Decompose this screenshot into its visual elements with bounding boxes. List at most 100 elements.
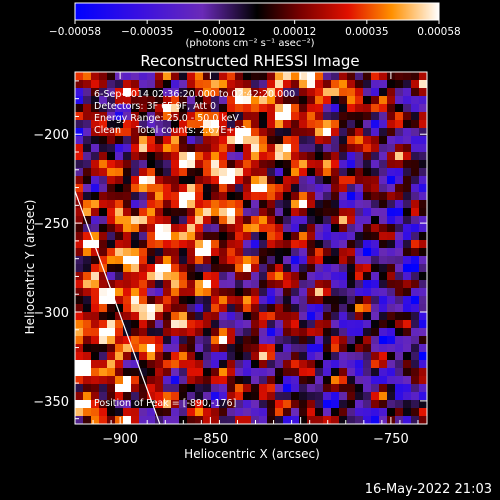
- heatmap-cell: [195, 184, 204, 193]
- heatmap-cell: [315, 200, 324, 209]
- heatmap-cell: [219, 96, 228, 105]
- heatmap-cell: [291, 368, 300, 377]
- heatmap-cell: [155, 184, 164, 193]
- heatmap-cell: [339, 208, 348, 217]
- heatmap-cell: [171, 408, 180, 417]
- heatmap-cell: [235, 408, 244, 417]
- heatmap-cell: [299, 120, 308, 129]
- heatmap-cell: [155, 176, 164, 185]
- heatmap-cell: [419, 152, 427, 161]
- heatmap-cell: [107, 384, 116, 393]
- heatmap-cell: [91, 288, 100, 297]
- heatmap-cell: [107, 304, 116, 313]
- heatmap-cell: [355, 416, 364, 424]
- heatmap-cell: [275, 360, 284, 369]
- heatmap-cell: [251, 72, 260, 81]
- heatmap-cell: [91, 248, 100, 257]
- heatmap-cell: [259, 248, 268, 257]
- heatmap-cell: [123, 96, 132, 105]
- heatmap-cell: [363, 232, 372, 241]
- heatmap-cell: [339, 160, 348, 169]
- heatmap-cell: [307, 136, 316, 145]
- heatmap-cell: [355, 392, 364, 401]
- heatmap-cell: [155, 368, 164, 377]
- heatmap-cell: [171, 184, 180, 193]
- heatmap-cell: [347, 128, 356, 137]
- heatmap-cell: [395, 72, 404, 81]
- heatmap-cell: [331, 416, 340, 424]
- heatmap-cell: [267, 224, 276, 233]
- heatmap-cell: [107, 336, 116, 345]
- heatmap-cell: [83, 304, 92, 313]
- heatmap-cell: [211, 104, 220, 113]
- heatmap-cell: [139, 176, 148, 185]
- heatmap-cell: [251, 176, 260, 185]
- heatmap-cell: [347, 224, 356, 233]
- heatmap-cell: [147, 104, 156, 113]
- heatmap-cell: [123, 280, 132, 289]
- heatmap-cell: [139, 416, 148, 424]
- heatmap-cell: [107, 224, 116, 233]
- heatmap-cell: [379, 272, 388, 281]
- heatmap-cell: [203, 296, 212, 305]
- heatmap-cell: [227, 232, 236, 241]
- heatmap-cell: [107, 368, 116, 377]
- heatmap-cell: [99, 296, 108, 305]
- heatmap-cell: [91, 416, 100, 424]
- heatmap-cell: [131, 96, 140, 105]
- heatmap-cell: [163, 160, 172, 169]
- heatmap-cell: [243, 176, 252, 185]
- heatmap-cell: [211, 144, 220, 153]
- x-tick-label: −850: [193, 432, 229, 447]
- heatmap-cell: [363, 328, 372, 337]
- heatmap-cell: [211, 176, 220, 185]
- heatmap-cell: [355, 320, 364, 329]
- heatmap-cell: [187, 128, 196, 137]
- heatmap-cell: [283, 240, 292, 249]
- heatmap-cell: [323, 408, 332, 417]
- heatmap-cell: [187, 136, 196, 145]
- heatmap-cell: [99, 408, 108, 417]
- heatmap-cell: [195, 200, 204, 209]
- heatmap-cell: [147, 416, 156, 424]
- heatmap-cell: [307, 168, 316, 177]
- heatmap-cell: [291, 416, 300, 424]
- heatmap-cell: [259, 280, 268, 289]
- heatmap-cell: [411, 216, 420, 225]
- heatmap-cell: [387, 80, 396, 89]
- heatmap-cell: [403, 240, 412, 249]
- heatmap-cell: [243, 224, 252, 233]
- heatmap-cell: [419, 368, 427, 377]
- heatmap-cell: [411, 192, 420, 201]
- heatmap-cell: [283, 192, 292, 201]
- heatmap-cell: [219, 288, 228, 297]
- heatmap-cell: [371, 320, 380, 329]
- heatmap-cell: [291, 328, 300, 337]
- heatmap-cell: [131, 176, 140, 185]
- heatmap-cell: [387, 312, 396, 321]
- heatmap-cell: [339, 144, 348, 153]
- heatmap-cell: [227, 320, 236, 329]
- heatmap-cell: [379, 248, 388, 257]
- heatmap-cell: [243, 280, 252, 289]
- heatmap-cell: [155, 416, 164, 424]
- heatmap-cell: [379, 280, 388, 289]
- heatmap-cell: [243, 104, 252, 113]
- heatmap-cell: [115, 192, 124, 201]
- heatmap-cell: [259, 104, 268, 113]
- heatmap-cell: [83, 264, 92, 273]
- heatmap-cell: [411, 72, 420, 81]
- heatmap-cell: [355, 96, 364, 105]
- heatmap-cell: [411, 392, 420, 401]
- heatmap-cell: [339, 168, 348, 177]
- heatmap-cell: [83, 80, 92, 89]
- heatmap-cell: [307, 144, 316, 153]
- heatmap-cell: [123, 344, 132, 353]
- heatmap-cell: [339, 96, 348, 105]
- heatmap-cell: [203, 416, 212, 424]
- heatmap-cell: [275, 280, 284, 289]
- heatmap-cell: [227, 120, 236, 129]
- heatmap-cell: [243, 152, 252, 161]
- heatmap-cell: [315, 88, 324, 97]
- heatmap-cell: [139, 272, 148, 281]
